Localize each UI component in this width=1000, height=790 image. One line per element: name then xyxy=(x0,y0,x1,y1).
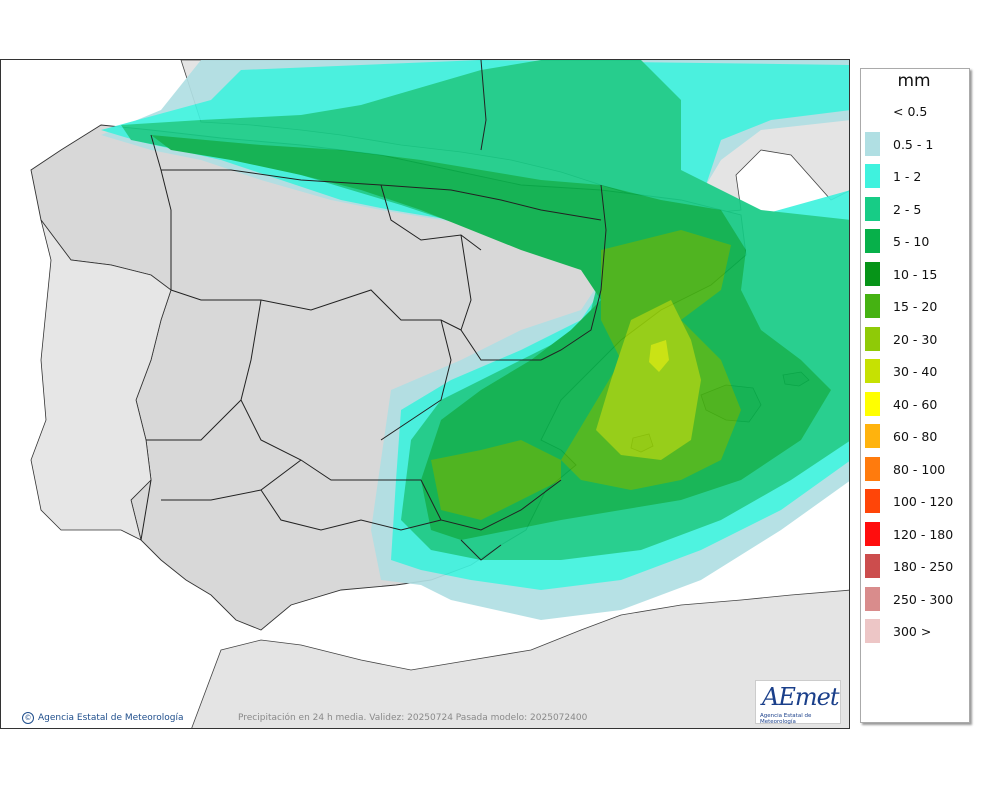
legend-item: 20 - 30 xyxy=(865,326,965,351)
legend-label: 10 - 15 xyxy=(893,266,938,282)
legend-item: 100 - 120 xyxy=(865,489,965,513)
legend-label: 180 - 250 xyxy=(893,559,954,574)
region-borders xyxy=(140,60,607,561)
legend-item: 40 - 60 xyxy=(865,391,965,416)
legend-label: 5 - 10 xyxy=(893,234,930,249)
legend-swatch xyxy=(865,99,880,123)
legend-swatch xyxy=(865,261,880,286)
legend-swatch xyxy=(865,489,880,513)
portugal-landmass xyxy=(30,219,172,541)
legend-swatch xyxy=(865,391,880,416)
legend-swatch xyxy=(865,359,880,383)
legend-item: 300 > xyxy=(865,619,965,643)
aemet-logo: AEmet Agencia Estatal de Meteorología xyxy=(755,680,841,725)
legend-swatch xyxy=(865,326,880,351)
legend-swatch xyxy=(865,521,880,546)
logo-wordmark: AEmet xyxy=(762,683,839,711)
legend-label: 20 - 30 xyxy=(893,331,938,347)
legend-item: 250 - 300 xyxy=(865,586,965,611)
legend-label: < 0.5 xyxy=(893,104,928,119)
precipitation-legend: mm < 0.5 0.5 - 1 1 - 2 2 - 5 5 - 10 10 - 15 15… xyxy=(860,68,970,723)
legend-item: 1 - 2 xyxy=(865,164,965,188)
legend-item: 180 - 250 xyxy=(865,554,965,578)
legend-swatch xyxy=(865,294,880,318)
legend-swatch xyxy=(865,619,880,643)
legend-swatch xyxy=(865,586,880,611)
legend-label: 300 > xyxy=(893,624,932,639)
legend-item: 2 - 5 xyxy=(865,196,965,221)
legend-swatch xyxy=(865,554,880,578)
legend-label: 40 - 60 xyxy=(893,396,938,412)
legend-swatch xyxy=(865,131,880,156)
logo-subtitle: Agencia Estatal de Meteorología xyxy=(760,713,812,725)
legend-swatch xyxy=(865,164,880,188)
credit-text: Agencia Estatal de Meteorología xyxy=(38,713,184,723)
legend-item: 120 - 180 xyxy=(865,521,965,546)
legend-label: 120 - 180 xyxy=(893,526,954,542)
legend-swatch xyxy=(865,196,880,221)
legend-label: 60 - 80 xyxy=(893,429,938,444)
legend-item: 80 - 100 xyxy=(865,456,965,481)
legend-label: 30 - 40 xyxy=(893,364,938,379)
precipitation-map xyxy=(30,60,849,728)
legend-item: 60 - 80 xyxy=(865,424,965,448)
legend-unit: mm xyxy=(897,71,931,91)
legend-swatch xyxy=(865,229,880,253)
africa-landmass xyxy=(191,589,849,728)
map-caption: Precipitación en 24 h media. Validez: 20… xyxy=(238,713,588,723)
legend-item: 5 - 10 xyxy=(865,229,965,253)
legend-label: 2 - 5 xyxy=(893,201,922,217)
legend-label: 250 - 300 xyxy=(893,591,954,607)
legend-swatch xyxy=(865,424,880,448)
legend-swatch xyxy=(865,456,880,481)
legend-item: 10 - 15 xyxy=(865,261,965,286)
legend-label: 100 - 120 xyxy=(893,494,954,509)
legend-label: 0.5 - 1 xyxy=(893,136,934,152)
precipitation-overlay xyxy=(101,60,849,620)
copyright-icon: © xyxy=(22,712,34,724)
legend-item: 0.5 - 1 xyxy=(865,131,965,156)
legend-label: 80 - 100 xyxy=(893,461,946,477)
legend-item: 15 - 20 xyxy=(865,294,965,318)
map-frame xyxy=(0,59,850,729)
legend-item: < 0.5 xyxy=(865,99,965,123)
agency-credit: © Agencia Estatal de Meteorología xyxy=(22,712,184,724)
legend-label: 15 - 20 xyxy=(893,299,938,314)
legend-item: 30 - 40 xyxy=(865,359,965,383)
legend-label: 1 - 2 xyxy=(893,169,922,184)
